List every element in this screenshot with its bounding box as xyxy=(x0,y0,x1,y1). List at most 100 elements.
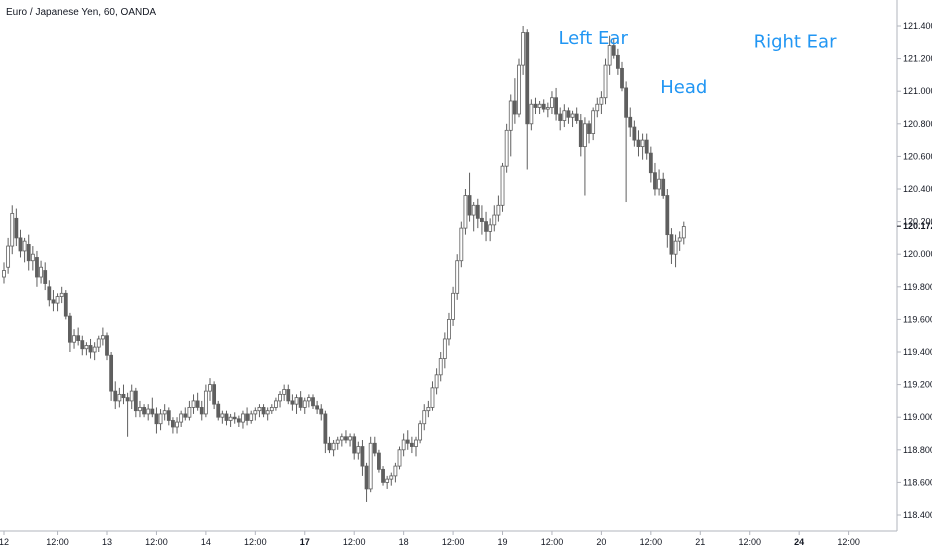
candle[interactable] xyxy=(677,231,682,251)
candle[interactable] xyxy=(129,384,134,410)
candle[interactable] xyxy=(290,394,295,411)
candle[interactable] xyxy=(665,189,670,248)
candle[interactable] xyxy=(113,381,118,410)
candle[interactable] xyxy=(269,404,274,414)
candle[interactable] xyxy=(615,48,620,75)
candle[interactable] xyxy=(294,394,299,414)
candle[interactable] xyxy=(352,433,357,460)
candle[interactable] xyxy=(72,329,76,349)
candle[interactable] xyxy=(389,472,394,486)
candle[interactable] xyxy=(47,280,52,307)
candle[interactable] xyxy=(282,384,287,401)
candle[interactable] xyxy=(434,368,439,395)
candle[interactable] xyxy=(286,384,291,405)
candle[interactable] xyxy=(422,404,427,431)
candle[interactable] xyxy=(76,327,81,346)
candle[interactable] xyxy=(508,94,513,157)
symbol-title[interactable]: Euro / Japanese Yen, 60, OANDA xyxy=(6,7,157,18)
candle[interactable] xyxy=(591,107,596,141)
candle[interactable] xyxy=(632,120,637,147)
candle[interactable] xyxy=(68,312,72,352)
candle[interactable] xyxy=(533,97,538,115)
candle[interactable] xyxy=(578,114,583,157)
candle[interactable] xyxy=(59,286,64,304)
candle[interactable] xyxy=(331,440,336,457)
candle[interactable] xyxy=(504,123,509,173)
candle[interactable] xyxy=(187,400,192,421)
candle[interactable] xyxy=(183,407,188,421)
candle[interactable] xyxy=(311,394,315,410)
candle[interactable] xyxy=(191,394,196,414)
candle[interactable] xyxy=(162,404,167,421)
candle[interactable] xyxy=(22,237,27,263)
candle[interactable] xyxy=(455,254,460,300)
candle[interactable] xyxy=(158,409,163,431)
candle[interactable] xyxy=(385,475,390,489)
candle[interactable] xyxy=(220,410,225,424)
candle[interactable] xyxy=(109,352,114,401)
candle[interactable] xyxy=(96,335,101,352)
candle[interactable] xyxy=(393,462,398,483)
candle[interactable] xyxy=(430,381,435,411)
candle[interactable] xyxy=(2,262,6,284)
candle[interactable] xyxy=(51,290,56,312)
candle[interactable] xyxy=(216,400,221,421)
candle[interactable] xyxy=(681,221,686,245)
candle[interactable] xyxy=(323,410,328,454)
candle[interactable] xyxy=(10,205,15,255)
candle[interactable] xyxy=(414,436,418,457)
candle[interactable] xyxy=(438,352,443,382)
candle[interactable] xyxy=(30,246,35,271)
candle[interactable] xyxy=(480,205,484,235)
candle[interactable] xyxy=(245,407,249,426)
candle[interactable] xyxy=(339,433,344,447)
candle[interactable] xyxy=(500,162,505,212)
candle[interactable] xyxy=(257,404,262,418)
candle[interactable] xyxy=(587,120,591,144)
candle[interactable] xyxy=(166,407,171,426)
candle[interactable] xyxy=(261,404,266,418)
candle[interactable] xyxy=(88,338,93,359)
candle[interactable] xyxy=(298,391,303,411)
candle[interactable] xyxy=(306,394,311,408)
candle[interactable] xyxy=(607,35,612,75)
candle[interactable] xyxy=(236,415,241,427)
candle[interactable] xyxy=(381,466,385,486)
candle[interactable] xyxy=(558,107,563,131)
candle[interactable] xyxy=(529,99,534,131)
candle[interactable] xyxy=(644,133,649,160)
candle[interactable] xyxy=(521,26,526,75)
candle[interactable] xyxy=(611,39,616,59)
candle[interactable] xyxy=(154,407,159,434)
candle[interactable] xyxy=(636,130,641,157)
candle[interactable] xyxy=(640,133,645,160)
candle[interactable] xyxy=(409,436,414,454)
candle[interactable] xyxy=(669,228,674,264)
candle[interactable] xyxy=(397,446,402,470)
candle[interactable] xyxy=(6,237,11,274)
candle[interactable] xyxy=(537,100,542,115)
candle[interactable] xyxy=(372,436,377,457)
annotation-label[interactable]: Left Ear xyxy=(558,28,628,49)
candle[interactable] xyxy=(212,381,217,410)
candle[interactable] xyxy=(26,234,31,271)
candle[interactable] xyxy=(360,440,365,476)
candle[interactable] xyxy=(278,391,282,408)
candle[interactable] xyxy=(368,436,373,493)
candle[interactable] xyxy=(496,195,501,222)
candle[interactable] xyxy=(653,162,657,196)
candle[interactable] xyxy=(150,397,155,418)
candle[interactable] xyxy=(171,417,175,434)
candle[interactable] xyxy=(39,260,43,284)
candle[interactable] xyxy=(195,392,200,411)
candle[interactable] xyxy=(628,107,633,137)
candle[interactable] xyxy=(554,87,558,121)
candle[interactable] xyxy=(595,97,600,118)
candle[interactable] xyxy=(121,384,126,405)
candle[interactable] xyxy=(208,378,212,401)
candle[interactable] xyxy=(545,102,550,118)
candle[interactable] xyxy=(146,404,151,421)
candle[interactable] xyxy=(550,91,554,115)
candle[interactable] xyxy=(574,107,579,124)
